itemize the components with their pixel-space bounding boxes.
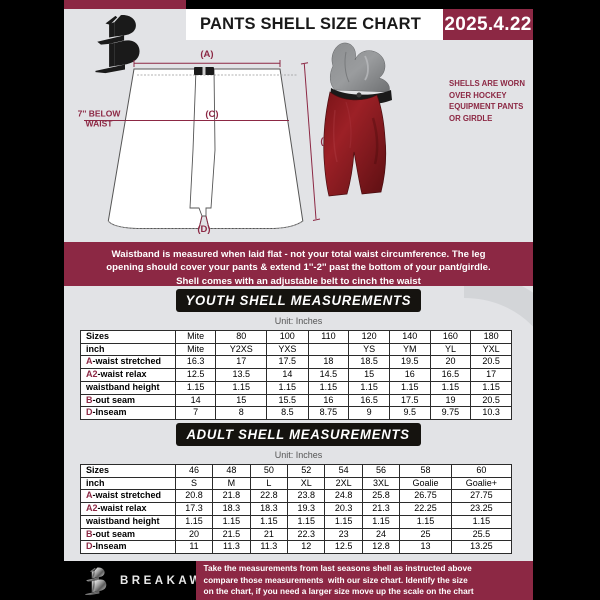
svg-text:WAIST: WAIST — [86, 119, 114, 129]
svg-text:(D): (D) — [197, 224, 210, 235]
svg-text:7'' BELOW: 7'' BELOW — [78, 109, 122, 119]
svg-text:(A): (A) — [200, 49, 213, 60]
svg-text:(C): (C) — [205, 109, 218, 120]
